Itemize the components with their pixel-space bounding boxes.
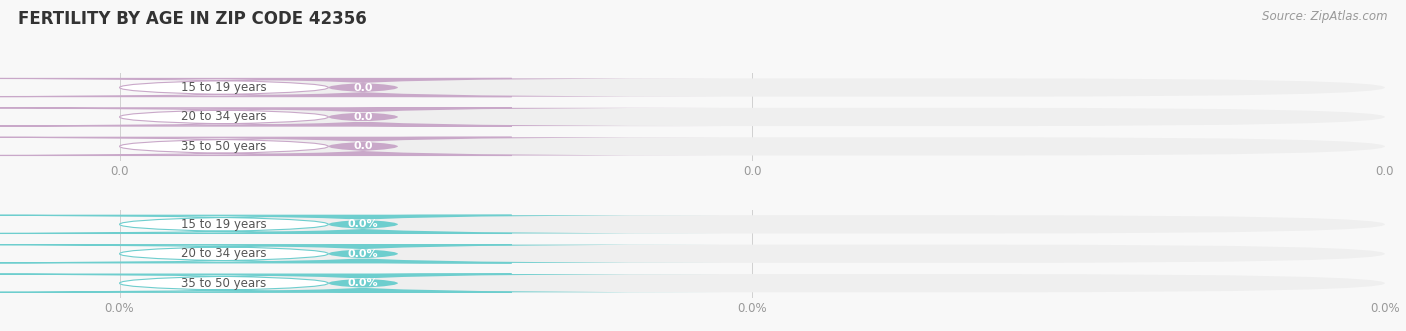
Text: 20 to 34 years: 20 to 34 years: [181, 111, 267, 123]
FancyBboxPatch shape: [6, 215, 721, 233]
FancyBboxPatch shape: [6, 245, 721, 263]
Text: FERTILITY BY AGE IN ZIP CODE 42356: FERTILITY BY AGE IN ZIP CODE 42356: [18, 10, 367, 28]
FancyBboxPatch shape: [120, 274, 1385, 292]
Text: 0.0: 0.0: [353, 82, 373, 93]
Text: 20 to 34 years: 20 to 34 years: [181, 247, 267, 260]
FancyBboxPatch shape: [0, 137, 512, 156]
Text: 0.0%: 0.0%: [347, 278, 378, 288]
Text: Source: ZipAtlas.com: Source: ZipAtlas.com: [1263, 10, 1388, 23]
FancyBboxPatch shape: [6, 137, 721, 156]
FancyBboxPatch shape: [0, 215, 512, 233]
Text: 35 to 50 years: 35 to 50 years: [181, 140, 267, 153]
FancyBboxPatch shape: [6, 274, 721, 292]
FancyBboxPatch shape: [0, 78, 512, 97]
Text: 0.0%: 0.0%: [347, 219, 378, 229]
FancyBboxPatch shape: [0, 274, 512, 292]
Text: 0.0: 0.0: [353, 141, 373, 151]
FancyBboxPatch shape: [120, 215, 1385, 233]
FancyBboxPatch shape: [6, 108, 721, 126]
Text: 0.0: 0.0: [353, 112, 373, 122]
FancyBboxPatch shape: [120, 137, 1385, 156]
Text: 0.0%: 0.0%: [347, 249, 378, 259]
FancyBboxPatch shape: [0, 108, 512, 126]
FancyBboxPatch shape: [120, 108, 1385, 126]
Text: 15 to 19 years: 15 to 19 years: [181, 218, 267, 231]
Text: 35 to 50 years: 35 to 50 years: [181, 277, 267, 290]
FancyBboxPatch shape: [120, 245, 1385, 263]
Text: 15 to 19 years: 15 to 19 years: [181, 81, 267, 94]
FancyBboxPatch shape: [120, 78, 1385, 97]
FancyBboxPatch shape: [0, 245, 512, 263]
FancyBboxPatch shape: [6, 78, 721, 97]
